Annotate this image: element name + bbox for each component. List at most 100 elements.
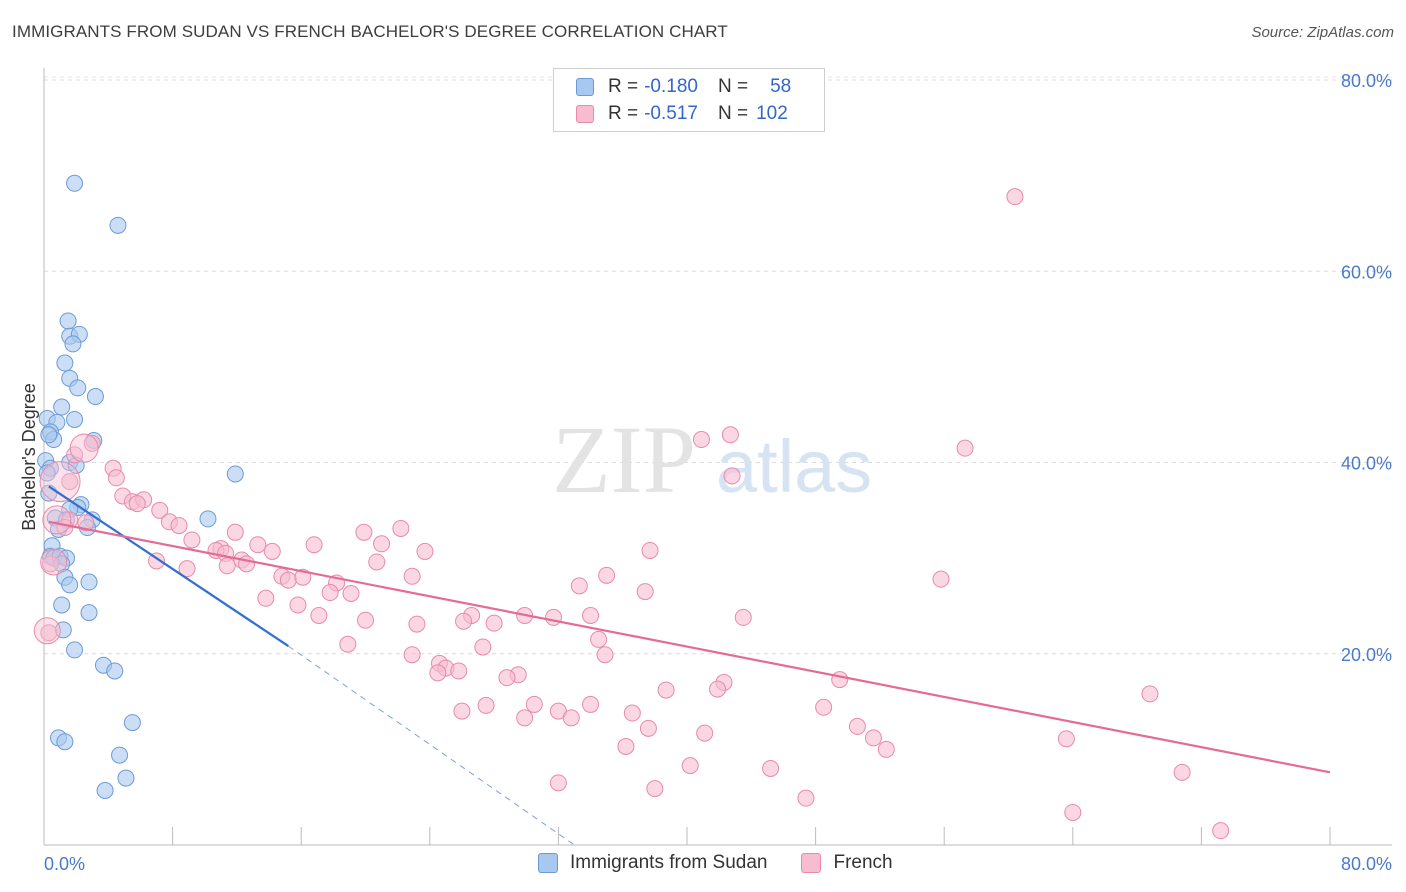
sudan-point <box>38 464 56 482</box>
legend-label-french: French <box>833 852 893 873</box>
sudan-point <box>117 769 135 787</box>
legend-swatch-sudan <box>576 78 594 96</box>
sudan-point <box>66 410 84 428</box>
watermark-zip: ZIP <box>552 406 696 513</box>
french-point <box>403 567 421 585</box>
sudan-point <box>106 662 124 680</box>
french-point <box>128 495 146 513</box>
french-point <box>305 536 323 554</box>
french-point <box>1173 763 1191 781</box>
legend-n-value: 102 <box>756 103 788 124</box>
french-point <box>257 589 275 607</box>
french-point-cluster <box>33 617 61 645</box>
sudan-point <box>64 335 82 353</box>
legend-r-label: R = <box>608 103 639 124</box>
sudan-point <box>226 465 244 483</box>
french-point <box>321 584 339 602</box>
french-point <box>721 426 739 444</box>
french-point <box>357 611 374 629</box>
french-point <box>355 523 373 541</box>
sudan-point <box>123 714 141 732</box>
french-point <box>545 608 563 626</box>
french-point <box>183 531 201 549</box>
sudan-point <box>66 174 84 192</box>
french-point <box>681 757 699 775</box>
french-point <box>455 612 473 630</box>
french-point <box>797 789 815 807</box>
sudan-point <box>96 781 114 799</box>
french-point <box>368 553 386 571</box>
french-point <box>598 566 616 584</box>
french-point-cluster <box>39 461 81 503</box>
french-point <box>956 439 974 457</box>
french-point <box>485 614 503 632</box>
trend-lines <box>48 485 1331 846</box>
french-point <box>877 740 895 758</box>
y-tick-label: 60.0% <box>1341 262 1392 282</box>
french-point <box>450 662 468 680</box>
french-point <box>641 541 659 559</box>
french-point-cluster <box>40 548 68 576</box>
legend-r-label: R = <box>608 76 639 97</box>
chart-title: IMMIGRANTS FROM SUDAN VS FRENCH BACHELOR… <box>12 22 728 41</box>
french-point <box>178 560 196 578</box>
sudan-trend-line <box>48 485 289 648</box>
french-point <box>107 469 125 487</box>
legend-swatch-sudan <box>538 853 558 873</box>
sudan-point <box>53 398 71 416</box>
french-point <box>570 577 588 595</box>
legend-row-sudan: R = -0.180 N = 58 <box>576 75 791 99</box>
french-point <box>815 698 833 716</box>
french-point <box>657 681 675 699</box>
french-point <box>932 570 950 588</box>
french-point <box>639 719 657 737</box>
legend-item-french[interactable]: French <box>801 852 893 874</box>
french-point <box>477 696 495 714</box>
french-trend-line <box>48 520 1331 774</box>
french-point <box>148 552 166 570</box>
french-point <box>582 607 600 624</box>
legend-r-value: -0.180 <box>644 76 698 97</box>
french-point <box>562 709 580 727</box>
french-point <box>77 514 95 532</box>
french-point <box>408 615 426 633</box>
french-point <box>623 704 641 722</box>
french-point <box>590 630 608 648</box>
french-point <box>498 669 516 687</box>
legend-n-label: N = <box>717 76 749 97</box>
french-point <box>403 646 421 664</box>
french-point <box>636 583 654 601</box>
french-point <box>1212 822 1230 840</box>
legend-item-sudan[interactable]: Immigrants from Sudan <box>538 852 767 874</box>
french-point <box>289 596 307 614</box>
sudan-point <box>61 576 79 594</box>
french-point <box>429 664 447 682</box>
series-legend: Immigrants from Sudan French <box>538 852 927 874</box>
legend-swatch-french <box>576 105 594 123</box>
french-point-cluster <box>42 505 72 535</box>
french-point <box>83 434 101 452</box>
chart-source: Source: ZipAtlas.com <box>1251 24 1394 41</box>
sudan-point <box>59 312 77 330</box>
sudan-point <box>80 604 98 622</box>
french-point <box>516 709 534 727</box>
legend-label-sudan: Immigrants from Sudan <box>570 852 768 873</box>
french-point <box>218 557 236 575</box>
sudan-point <box>56 354 74 372</box>
watermark-atlas: atlas <box>716 425 872 508</box>
french-point <box>864 729 882 747</box>
french-point-cluster <box>69 433 99 463</box>
french-point <box>734 608 752 626</box>
series-sudan-points <box>37 174 244 799</box>
french-point <box>617 738 635 756</box>
sudan-point <box>56 733 74 751</box>
legend-stats: R = -0.180 N = 58 R = -0.517 N = 102 <box>553 68 825 132</box>
french-point <box>525 695 543 713</box>
french-point <box>41 555 59 573</box>
sudan-trend-extension <box>288 645 575 846</box>
watermark: ZIP atlas <box>552 406 872 513</box>
french-point <box>151 501 169 519</box>
legend-n-label: N = <box>717 103 749 124</box>
sudan-point <box>40 426 58 444</box>
french-point <box>474 638 492 656</box>
